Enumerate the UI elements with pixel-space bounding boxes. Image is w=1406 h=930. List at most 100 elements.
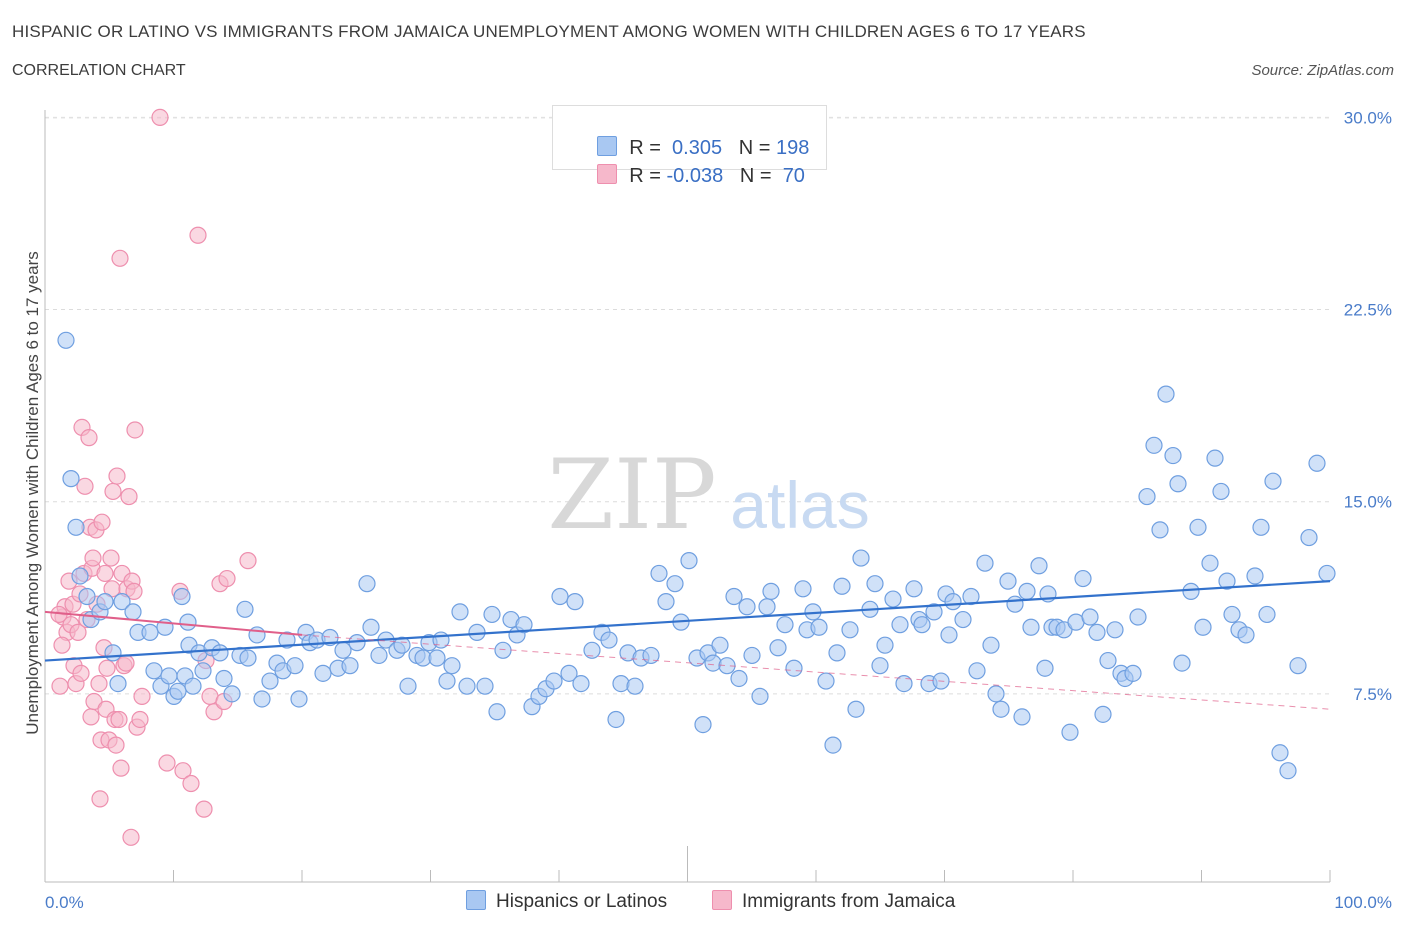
point-hispanic [833, 577, 851, 595]
point-hispanic [1129, 608, 1147, 626]
point-hispanic [871, 657, 889, 675]
point-jamaica [72, 664, 90, 682]
point-hispanic [824, 736, 842, 754]
legend-swatch-jamaica [597, 164, 618, 184]
point-hispanic [738, 598, 756, 616]
point-jamaica [112, 759, 130, 777]
point-hispanic [253, 690, 271, 708]
point-jamaica [98, 659, 116, 677]
point-hispanic [841, 621, 859, 639]
point-hispanic [215, 669, 233, 688]
point-hispanic [1013, 708, 1031, 726]
chart-title: HISPANIC OR LATINO VS IMMIGRANTS FROM JA… [12, 22, 1086, 41]
point-hispanic [1006, 595, 1024, 613]
point-hispanic [817, 672, 835, 690]
point-hispanic [1279, 762, 1297, 780]
x-tick-labels: 0.0% 100.0% [45, 893, 1392, 912]
point-hispanic [1074, 569, 1092, 588]
y-tick-label: 7.5% [1353, 685, 1392, 704]
point-jamaica [126, 421, 144, 439]
point-hispanic [694, 715, 712, 734]
point-hispanic [730, 669, 748, 688]
point-jamaica [108, 467, 126, 485]
point-hispanic [173, 587, 191, 606]
point-hispanic [1308, 454, 1326, 472]
point-hispanic [1271, 744, 1289, 762]
series-label-jamaica: Immigrants from Jamaica [742, 891, 956, 912]
point-jamaica [102, 549, 120, 567]
point-hispanic [57, 331, 75, 349]
point-hispanic [976, 554, 994, 572]
point-jamaica [189, 226, 207, 244]
point-hispanic [290, 690, 308, 708]
point-hispanic [982, 636, 1000, 654]
point-hispanic [1145, 436, 1163, 454]
point-jamaica [218, 569, 236, 588]
legend-r-value-jamaica: -0.038 [666, 165, 724, 187]
series-label-hispanic: Hispanics or Latinos [496, 891, 668, 912]
point-hispanic [399, 677, 417, 695]
series-swatch-hispanic [466, 890, 486, 910]
point-jamaica [93, 513, 111, 531]
legend-n-label-2: N = [739, 165, 772, 187]
point-jamaica [182, 774, 200, 793]
point-hispanic [987, 685, 1005, 703]
legend-r-label-2: R = [629, 165, 661, 187]
x-tick-label-max: 100.0% [1334, 893, 1392, 912]
point-hispanic [769, 639, 787, 657]
point-hispanic [650, 564, 668, 583]
point-hispanic [515, 616, 533, 634]
point-hispanic [762, 582, 780, 600]
point-hispanic [62, 470, 80, 488]
point-hispanic [1088, 623, 1106, 641]
point-jamaica [82, 708, 100, 726]
point-hispanic [314, 664, 332, 682]
legend-swatch-hispanic [597, 136, 618, 156]
point-hispanic [1182, 582, 1200, 600]
series-legend-hispanic: Hispanics or Latinos [466, 890, 667, 913]
point-hispanic [1318, 564, 1336, 583]
point-hispanic [1151, 521, 1169, 539]
point-hispanic [794, 580, 812, 598]
point-hispanic [1223, 605, 1241, 624]
point-hispanic [451, 603, 469, 621]
point-hispanic [866, 575, 884, 593]
point-hispanic [711, 636, 729, 654]
point-hispanic [1164, 446, 1182, 465]
source-label: Source: ZipAtlas.com [1251, 62, 1394, 79]
point-hispanic [286, 657, 304, 675]
points-hispanic [57, 331, 1336, 780]
point-jamaica [96, 564, 114, 583]
point-hispanic [179, 613, 197, 631]
point-hispanic [438, 672, 456, 690]
y-axis-label: Unemployment Among Women with Children A… [23, 251, 42, 735]
point-hispanic [895, 675, 913, 693]
point-hispanic [67, 518, 85, 536]
point-hispanic [1246, 567, 1264, 585]
point-hispanic [751, 687, 769, 706]
point-hispanic [184, 677, 202, 695]
legend-row-hispanic: R = 0.305 N = 198 [575, 113, 809, 159]
point-hispanic [1173, 654, 1191, 672]
legend-n-label-1: N = [738, 137, 771, 159]
y-tick-label: 22.5% [1344, 301, 1392, 320]
point-hispanic [71, 567, 89, 585]
point-hispanic [560, 664, 578, 682]
point-jamaica [111, 249, 129, 267]
point-jamaica [107, 736, 125, 754]
point-jamaica [51, 677, 69, 695]
point-jamaica [85, 692, 103, 711]
trend-line-jamaica [44, 610, 303, 636]
point-hispanic [704, 654, 722, 672]
point-jamaica [69, 623, 87, 641]
point-hispanic [1081, 608, 1099, 626]
point-hispanic [1300, 528, 1318, 547]
point-hispanic [1094, 705, 1112, 723]
point-hispanic [145, 662, 163, 680]
point-hispanic [940, 626, 958, 644]
point-jamaica [91, 790, 109, 808]
point-hispanic [78, 587, 96, 606]
point-hispanic [1106, 621, 1124, 639]
point-jamaica [76, 477, 94, 495]
